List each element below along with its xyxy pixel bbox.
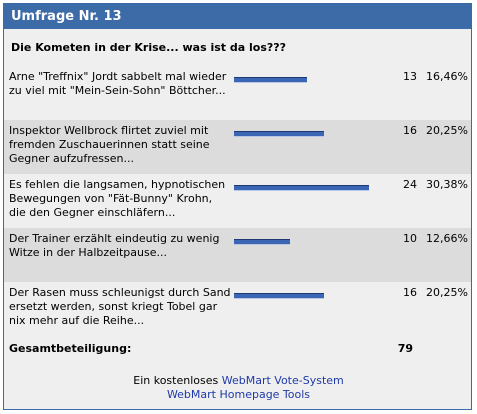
- option-label: Der Rasen muss schleunigst durch Sand er…: [9, 286, 231, 327]
- option-result-bar: [234, 185, 369, 191]
- option-count: 13: [403, 70, 417, 83]
- poll-title: Umfrage Nr. 13: [4, 4, 471, 29]
- footer-prefix: Ein kostenloses: [133, 374, 219, 387]
- option-percent: 20,25%: [426, 286, 468, 299]
- vote-system-link[interactable]: WebMart Vote-System: [221, 374, 344, 387]
- poll-total: Gesamtbeteiligung: 79: [4, 336, 471, 364]
- poll-option-2: Inspektor Wellbrock flirtet zuviel mit f…: [4, 120, 471, 174]
- poll-option-5: Der Rasen muss schleunigst durch Sand er…: [4, 282, 471, 336]
- option-percent: 20,25%: [426, 124, 468, 137]
- option-result-bar: [234, 239, 290, 245]
- option-percent: 16,46%: [426, 70, 468, 83]
- poll-option-4: Der Trainer erzählt eindeutig zu wenig W…: [4, 228, 471, 282]
- option-result-bar: [234, 293, 324, 299]
- poll-option-1: Arne "Treffnix" Jordt sabbelt mal wieder…: [4, 66, 471, 120]
- option-count: 24: [403, 178, 417, 191]
- total-count: 79: [397, 342, 413, 355]
- option-result-bar: [234, 131, 324, 137]
- option-label: Der Trainer erzählt eindeutig zu wenig W…: [9, 232, 220, 259]
- option-count: 16: [403, 286, 417, 299]
- total-label: Gesamtbeteiligung:: [9, 342, 132, 355]
- poll-question: Die Kometen in der Krise... was ist da l…: [11, 41, 287, 54]
- poll-option-3: Es fehlen die langsamen, hypnotischen Be…: [4, 174, 471, 228]
- option-result-bar: [234, 77, 307, 83]
- option-label: Es fehlen die langsamen, hypnotischen Be…: [9, 178, 226, 219]
- poll-footer: Ein kostenloses WebMart Vote-System WebM…: [0, 374, 477, 402]
- option-label: Arne "Treffnix" Jordt sabbelt mal wieder…: [9, 70, 227, 97]
- poll-widget: Umfrage Nr. 13 Die Kometen in der Krise.…: [3, 3, 472, 410]
- poll-options: Arne "Treffnix" Jordt sabbelt mal wieder…: [4, 66, 471, 336]
- option-percent: 30,38%: [426, 178, 468, 191]
- option-label: Inspektor Wellbrock flirtet zuviel mit f…: [9, 124, 210, 165]
- option-count: 10: [403, 232, 417, 245]
- option-percent: 12,66%: [426, 232, 468, 245]
- homepage-tools-link[interactable]: WebMart Homepage Tools: [166, 388, 311, 401]
- option-count: 16: [403, 124, 417, 137]
